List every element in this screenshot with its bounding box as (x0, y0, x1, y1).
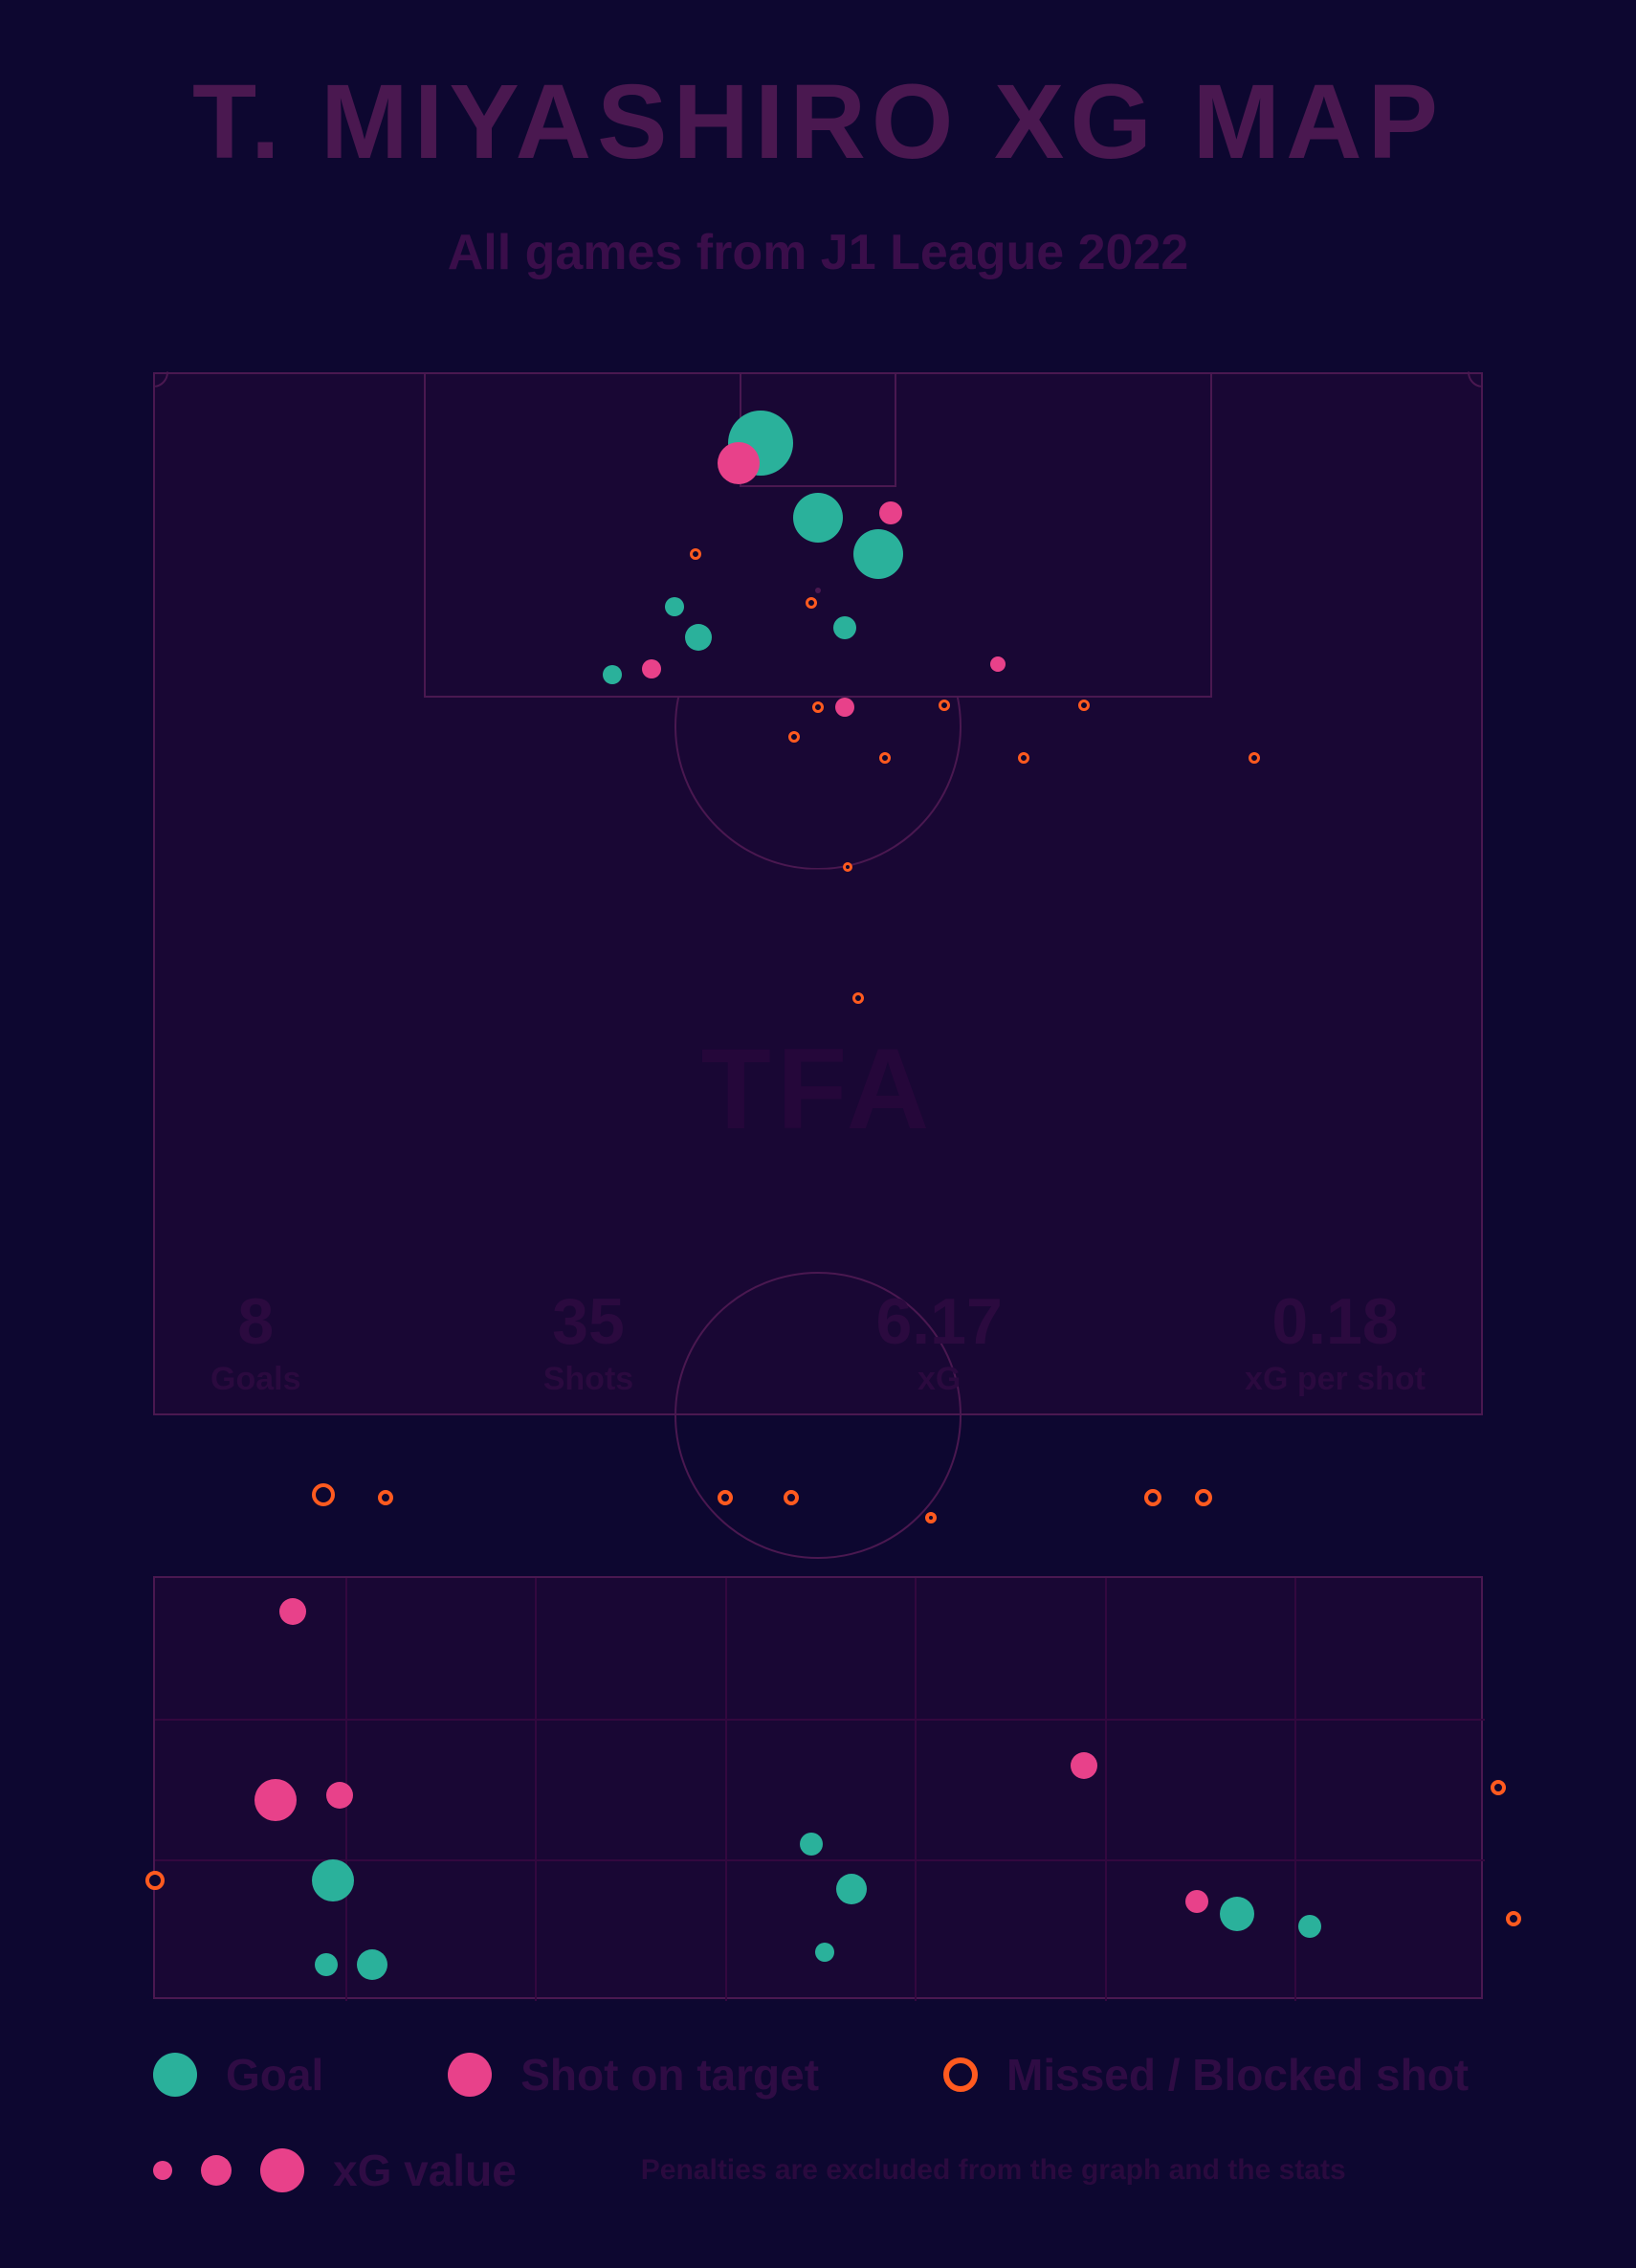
goal-net-line (155, 1719, 1485, 1721)
goal-net-line (155, 1859, 1485, 1861)
legend-xg-icon-small (153, 2161, 172, 2180)
shot-marker (853, 529, 903, 579)
legend-xg-icon-large (260, 2148, 304, 2192)
goal-shot-marker (279, 1598, 306, 1625)
legend-note: Penalties are excluded from the graph an… (641, 2154, 1346, 2187)
goal-shot-marker (1071, 1752, 1097, 1779)
shot-marker (718, 442, 760, 484)
stat-goals-label: Goals (210, 1361, 300, 1398)
shot-marker (788, 731, 800, 743)
legend-row-1: Goal Shot on target Missed / Blocked sho… (153, 2049, 1483, 2101)
stat-shots: 35 Shots (543, 1284, 633, 1398)
goal-net-line (535, 1578, 537, 2001)
shot-marker (852, 992, 864, 1004)
corner-arc-tr (1468, 357, 1498, 388)
goal-shot-marker (312, 1859, 354, 1901)
stat-xg-per-shot: 0.18 xG per shot (1245, 1284, 1426, 1398)
legend: Goal Shot on target Missed / Blocked sho… (153, 2049, 1483, 2196)
stat-goals: 8 Goals (210, 1284, 300, 1398)
goal-shot-marker (1298, 1915, 1321, 1938)
shot-marker (879, 752, 891, 764)
goal-panel (81, 1549, 1555, 1999)
shot-marker (1018, 752, 1029, 764)
stat-goals-value: 8 (210, 1284, 300, 1359)
goal-shot-marker (315, 1953, 338, 1976)
over-bar-dot (718, 1490, 733, 1505)
goal-shot-marker (815, 1943, 834, 1962)
goal-shot-marker (800, 1833, 823, 1856)
goal-frame (153, 1576, 1483, 1999)
shot-marker (793, 493, 843, 543)
shot-marker (665, 597, 684, 616)
stat-shots-value: 35 (543, 1284, 633, 1359)
legend-miss-icon (943, 2057, 978, 2092)
page-title: T. MIYASHIRO XG MAP (77, 67, 1559, 178)
over-bar-dot (1144, 1489, 1161, 1506)
shot-marker (990, 656, 1006, 672)
shot-marker (939, 700, 950, 711)
goal-net-line (725, 1578, 727, 2001)
legend-row-2: xG value Penalties are excluded from the… (153, 2145, 1483, 2196)
goal-net-line (1105, 1578, 1107, 2001)
goal-wide-dot (1491, 1780, 1506, 1795)
pitch-panel: TFA 8 Goals 35 Shots 6.17 xG 0.18 xG per… (153, 372, 1483, 1415)
goal-shot-marker (1185, 1890, 1208, 1913)
stat-xgps-value: 0.18 (1245, 1284, 1426, 1359)
over-bar-dot (925, 1512, 937, 1523)
over-bar-row (153, 1478, 1483, 1535)
over-bar-dot (378, 1490, 393, 1505)
shot-marker (1078, 700, 1090, 711)
page-subtitle: All games from J1 League 2022 (77, 224, 1559, 281)
goal-shot-marker (357, 1949, 387, 1980)
xg-map-page: T. MIYASHIRO XG MAP All games from J1 Le… (0, 0, 1636, 2268)
shot-marker (1249, 752, 1260, 764)
shot-marker (812, 701, 824, 713)
shot-marker (833, 616, 856, 639)
legend-xg-label: xG value (333, 2145, 517, 2196)
penalty-spot (815, 588, 821, 593)
watermark: TFA (701, 1023, 936, 1155)
goal-net-line (915, 1578, 917, 2001)
stat-xg: 6.17 xG (875, 1284, 1002, 1398)
stat-xgps-label: xG per shot (1245, 1361, 1426, 1398)
shot-marker (642, 659, 661, 678)
shot-marker (690, 548, 701, 560)
legend-on-target-icon (448, 2053, 492, 2097)
legend-goal-icon (153, 2053, 197, 2097)
stat-shots-label: Shots (543, 1361, 633, 1398)
legend-xg-icon-med (201, 2155, 232, 2186)
shot-marker (685, 624, 712, 651)
over-bar-dot (312, 1483, 335, 1506)
goal-shot-marker (836, 1874, 867, 1904)
over-bar-dot (1195, 1489, 1212, 1506)
stat-xg-value: 6.17 (875, 1284, 1002, 1359)
goal-wide-dot (145, 1871, 165, 1890)
goal-wide-dot (1506, 1911, 1521, 1926)
goal-shot-marker (1220, 1897, 1254, 1931)
legend-miss-label: Missed / Blocked shot (1006, 2049, 1469, 2101)
stat-xg-label: xG (875, 1361, 1002, 1398)
shot-marker (806, 597, 817, 609)
shot-marker (835, 698, 854, 717)
shot-marker (879, 501, 902, 524)
corner-arc-tl (138, 357, 168, 388)
stats-row: 8 Goals 35 Shots 6.17 xG 0.18 xG per sho… (210, 1284, 1426, 1398)
over-bar-dot (784, 1490, 799, 1505)
goal-shot-marker (254, 1779, 297, 1821)
shot-marker (843, 862, 852, 872)
goal-shot-marker (326, 1782, 353, 1809)
legend-on-target-label: Shot on target (520, 2049, 819, 2101)
legend-goal-label: Goal (226, 2049, 323, 2101)
goal-net-line (1294, 1578, 1296, 2001)
shot-marker (603, 665, 622, 684)
